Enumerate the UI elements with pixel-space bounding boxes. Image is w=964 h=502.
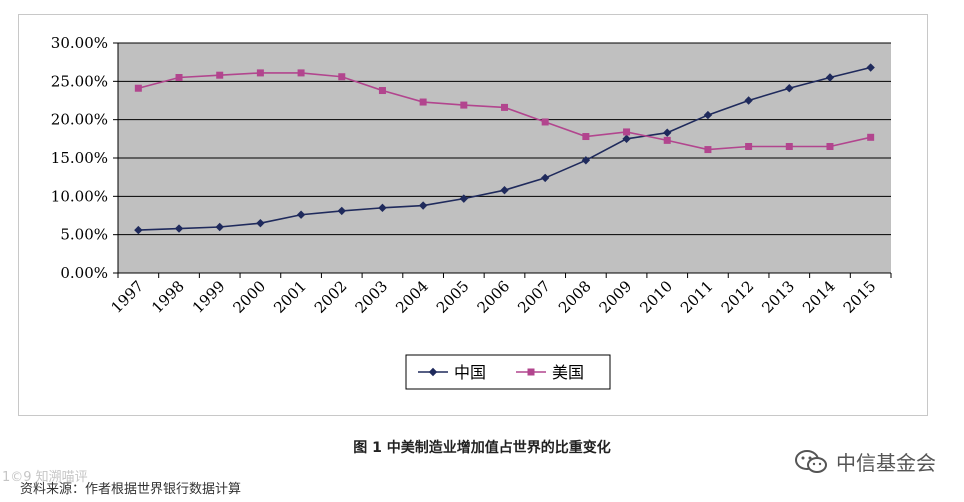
data-point-1 [622,134,631,144]
data-point-1 [378,203,387,213]
data-point-1 [663,128,672,137]
legend-label: 美国 [552,363,584,382]
data-point-2 [216,71,224,79]
chart-frame: 0.00% 5.00% 10.00% 15.00% 20.00% 25.00% 30.00%… [18,14,928,416]
data-point-2 [175,74,183,81]
data-point-2 [338,73,346,81]
y-tick-label: 0.00% [60,264,108,282]
line-chart: 0.00% 5.00% 10.00% 15.00% 20.00% 25.00% 30.00%… [51,34,892,390]
data-point-1 [500,186,509,195]
data-source-note: 资料来源：作者根据世界银行数据计算 [20,482,242,497]
x-tick-label: 2009 [596,277,636,317]
data-point-1 [785,84,794,93]
data-point-1 [825,73,835,82]
x-tick-label: 2011 [677,277,717,317]
data-point-1 [866,63,875,72]
x-tick-label: 2006 [474,277,514,317]
data-point-1 [256,218,265,228]
x-tick-label: 2008 [555,277,595,317]
data-point-2 [826,143,834,150]
data-point-2 [501,103,508,111]
data-point-1 [581,156,591,165]
data-point-1 [215,222,224,232]
data-point-2 [378,87,386,95]
data-point-2 [704,146,712,154]
x-tick-label: 2012 [718,277,758,317]
data-point-1 [744,96,753,105]
x-tick-label: 2007 [514,277,554,317]
data-point-2 [623,128,631,136]
figure-caption: 图 1 中美制造业增加值占世界的比重变化 [353,440,611,456]
data-point-2 [256,69,264,77]
brand-logo: 中信基金会 [794,447,936,476]
legend-label: 中国 [454,363,486,382]
data-point-1 [296,210,306,219]
x-tick-label: 2013 [758,277,798,317]
x-tick-label: 1999 [189,277,229,317]
wechat-icon [795,449,827,473]
x-tick-label: 2003 [352,277,392,317]
x-tick-label: 2010 [636,277,676,317]
y-tick-label: 5.00% [60,226,108,244]
data-point-2 [785,143,793,150]
data-point-2 [541,118,549,126]
data-point-2 [745,143,753,150]
data-point-1 [459,194,469,203]
x-tick-label: 1998 [148,277,188,317]
data-point-1 [418,201,428,210]
x-tick-label: 2015 [840,277,880,317]
y-tick-label: 20.00% [51,111,108,129]
legend-marker [527,368,535,376]
data-point-2 [867,133,875,141]
data-point-2 [419,98,427,106]
x-tick-label: 2001 [270,277,310,317]
x-tick-label: 2005 [433,277,473,317]
x-tick-label: 2000 [229,277,269,317]
y-tick-label: 15.00% [51,149,108,167]
data-point-2 [582,133,590,141]
x-tick-label: 2014 [799,277,839,317]
x-tick-label: 1997 [107,277,147,317]
data-point-2 [297,69,305,77]
x-tick-label: 2004 [392,277,432,317]
legend-marker [428,367,438,377]
data-point-2 [134,84,142,92]
data-point-2 [460,101,468,109]
y-tick-label: 10.00% [51,187,108,205]
data-point-1 [174,224,184,233]
y-tick-label: 30.00% [51,34,108,52]
x-tick-label: 2002 [311,277,351,317]
data-point-1 [540,173,550,183]
data-point-1 [134,225,143,235]
watermark-text: 1©9 知溯喵评 [2,470,88,485]
y-tick-label: 25.00% [51,72,108,90]
data-point-1 [703,110,713,120]
data-point-2 [663,136,671,144]
data-point-1 [337,206,346,216]
brand-name: 中信基金会 [836,451,936,475]
